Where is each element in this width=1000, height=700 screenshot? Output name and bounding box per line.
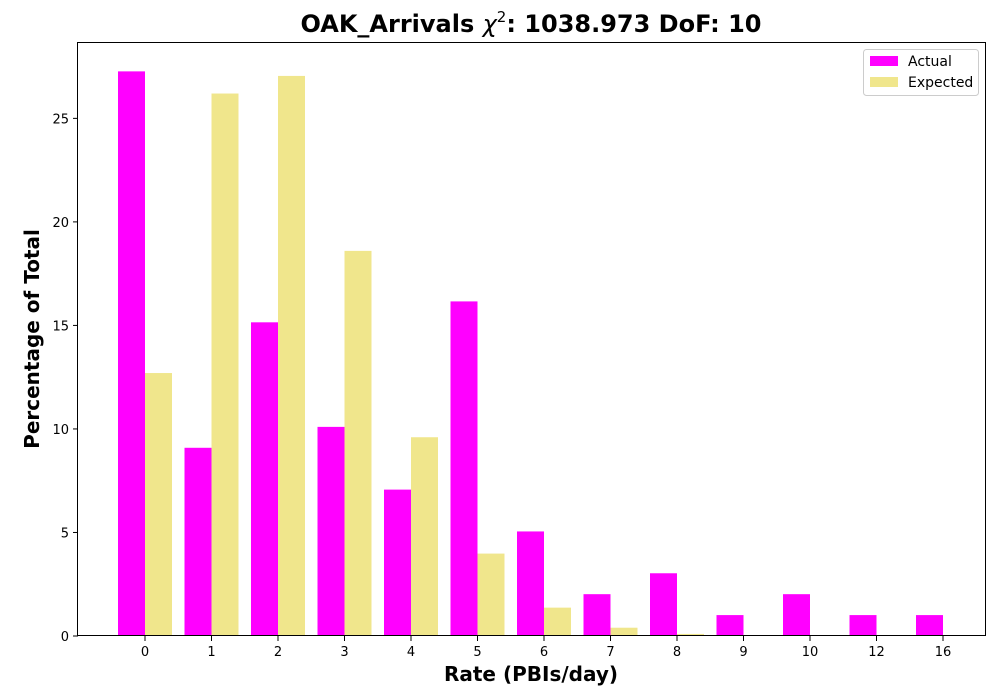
x-axis-title: Rate (PBIs/day) (444, 662, 618, 686)
bar-expected-5 (477, 553, 505, 636)
bar-actual-10 (783, 594, 810, 636)
chart-title-superscript: 2 (497, 8, 507, 26)
legend: Actual Expected (863, 49, 979, 96)
chart-title: OAK_Arrivals χ2: 1038.973 DoF: 10 (300, 8, 761, 38)
x-tick-label-2: 2 (274, 645, 282, 660)
y-tick-label-0: 0 (61, 630, 69, 645)
bars-layer (118, 71, 943, 637)
bar-expected-0 (145, 373, 172, 636)
y-axis-title: Percentage of Total (20, 229, 44, 449)
bar-actual-0 (118, 71, 145, 636)
x-tick-label-6: 6 (540, 645, 548, 660)
x-tick-label-0: 0 (141, 645, 149, 660)
chart-title-chi: χ (481, 10, 498, 38)
y-tick-label-20: 20 (52, 216, 69, 231)
bar-expected-6 (544, 607, 571, 636)
x-tick-label-9: 9 (739, 645, 747, 660)
x-tick-label-5: 5 (473, 645, 481, 660)
bar-actual-4 (384, 489, 411, 636)
bar-expected-3 (344, 250, 372, 636)
y-tick-label-5: 5 (61, 526, 69, 541)
x-axis: 0 1 2 3 4 5 6 7 8 9 10 12 16 (141, 636, 951, 660)
legend-swatch-actual (870, 56, 898, 66)
bar-actual-5 (450, 301, 478, 636)
bar-actual-1 (184, 447, 212, 636)
bar-expected-1 (211, 93, 239, 637)
bar-actual-7 (583, 594, 611, 636)
bar-expected-2 (278, 75, 305, 636)
y-axis: 0 5 10 15 20 25 (52, 112, 78, 645)
x-tick-label-1: 1 (207, 645, 215, 660)
bar-actual-9 (716, 615, 744, 636)
bar-actual-8 (650, 573, 677, 636)
x-tick-label-10: 10 (802, 645, 819, 660)
bar-actual-12 (849, 615, 877, 636)
bar-expected-8 (677, 633, 704, 636)
bar-actual-6 (517, 531, 544, 636)
chart-title-prefix: OAK_Arrivals (300, 10, 482, 38)
x-tick-label-8: 8 (673, 645, 681, 660)
x-tick-label-4: 4 (407, 645, 415, 660)
x-tick-label-3: 3 (340, 645, 348, 660)
bar-expected-4 (411, 437, 438, 636)
x-tick-label-16: 16 (935, 645, 952, 660)
y-tick-label-15: 15 (52, 319, 69, 334)
legend-label-expected: Expected (908, 75, 973, 91)
legend-label-actual: Actual (908, 54, 952, 70)
bar-actual-3 (317, 426, 345, 636)
bar-actual-16 (916, 615, 943, 636)
bar-actual-2 (251, 322, 278, 636)
y-tick-label-25: 25 (52, 112, 69, 127)
chart-title-suffix: : 1038.973 DoF: 10 (506, 10, 761, 38)
plot-frame (77, 42, 986, 636)
bar-expected-7 (610, 627, 638, 636)
legend-swatch-expected (870, 77, 898, 87)
y-tick-label-10: 10 (52, 423, 69, 438)
x-tick-label-7: 7 (606, 645, 614, 660)
x-tick-label-12: 12 (868, 645, 885, 660)
